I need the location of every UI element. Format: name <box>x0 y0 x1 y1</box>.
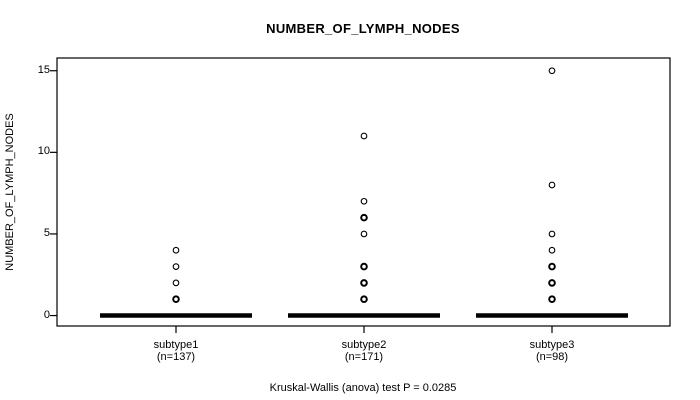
outlier-point <box>548 262 556 271</box>
outlier-point <box>548 295 556 304</box>
outlier-point <box>172 246 180 254</box>
y-tick-label: 0 <box>43 308 50 321</box>
outlier-point <box>360 213 368 222</box>
outlier-point <box>360 295 368 304</box>
group-name: subtype1 <box>153 339 199 351</box>
outlier-point <box>360 230 368 238</box>
group-label: subtype2 (n=171) <box>342 339 387 363</box>
group-n: (n=98) <box>535 351 569 363</box>
outlier-point <box>360 279 368 287</box>
outlier-point <box>548 246 556 254</box>
outlier-point <box>172 263 180 270</box>
outlier-point <box>548 67 556 75</box>
outlier-point <box>172 279 180 287</box>
group-n: (n=171) <box>344 351 384 363</box>
y-tick-label: 10 <box>37 145 50 158</box>
outlier-point <box>172 295 180 304</box>
stat-test-annotation: Kruskal-Wallis (anova) test P = 0.0285 <box>269 382 457 394</box>
y-tick-label: 5 <box>43 226 50 239</box>
outlier-point <box>548 181 556 189</box>
outlier-point <box>360 132 368 140</box>
outlier-point <box>548 279 556 287</box>
group-name: subtype2 <box>341 339 387 351</box>
group-label: subtype3 (n=98) <box>530 339 575 363</box>
outlier-point <box>360 262 368 271</box>
group-label: subtype1 (n=137) <box>154 339 199 363</box>
outlier-point <box>360 197 368 205</box>
outlier-point <box>548 230 556 238</box>
group-name: subtype3 <box>529 339 575 351</box>
y-tick-label: 15 <box>37 63 50 76</box>
chart-title: NUMBER_OF_LYMPH_NODES <box>266 21 460 36</box>
group-n: (n=137) <box>156 351 196 363</box>
